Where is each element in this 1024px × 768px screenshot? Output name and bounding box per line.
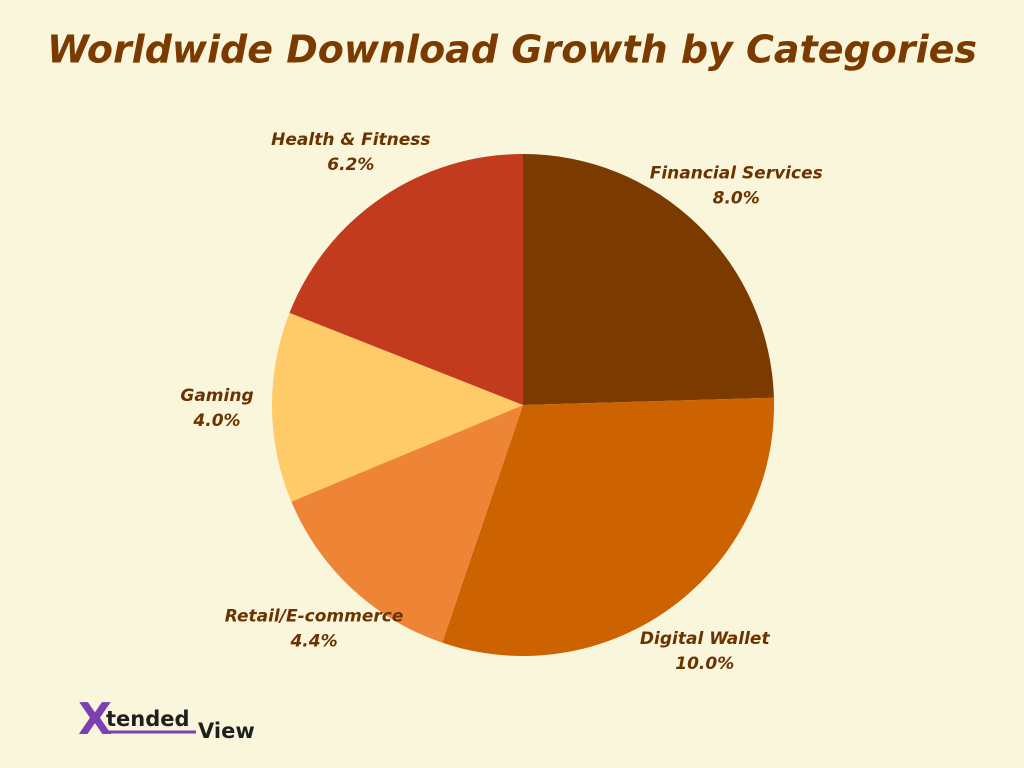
pie-slice — [523, 154, 774, 405]
pie-slice — [271, 312, 523, 502]
logo: X tended View — [78, 694, 255, 745]
slice-value-label: 4.0% — [192, 411, 240, 431]
slice-value-label: 4.4% — [289, 632, 337, 652]
slice-value-label: 10.0% — [675, 654, 734, 674]
logo-suffix: View — [198, 719, 255, 743]
slice-label: Digital Wallet — [640, 629, 771, 649]
pie-slice — [442, 397, 775, 656]
logo-text: tended — [106, 707, 190, 731]
slice-label: Gaming — [180, 386, 253, 406]
slice-value-label: 8.0% — [713, 189, 760, 209]
logo-mark: X — [78, 694, 112, 745]
slice-label: Retail/E-commerce — [225, 607, 404, 627]
slice-value-label: 6.2% — [327, 155, 374, 175]
pie-slice — [289, 154, 523, 405]
slice-label: Health & Fitness — [271, 130, 430, 150]
chart-title: Worldwide Download Growth by Categories — [47, 28, 977, 72]
slice-label: Financial Services — [650, 164, 823, 184]
pie-slice — [291, 405, 523, 643]
